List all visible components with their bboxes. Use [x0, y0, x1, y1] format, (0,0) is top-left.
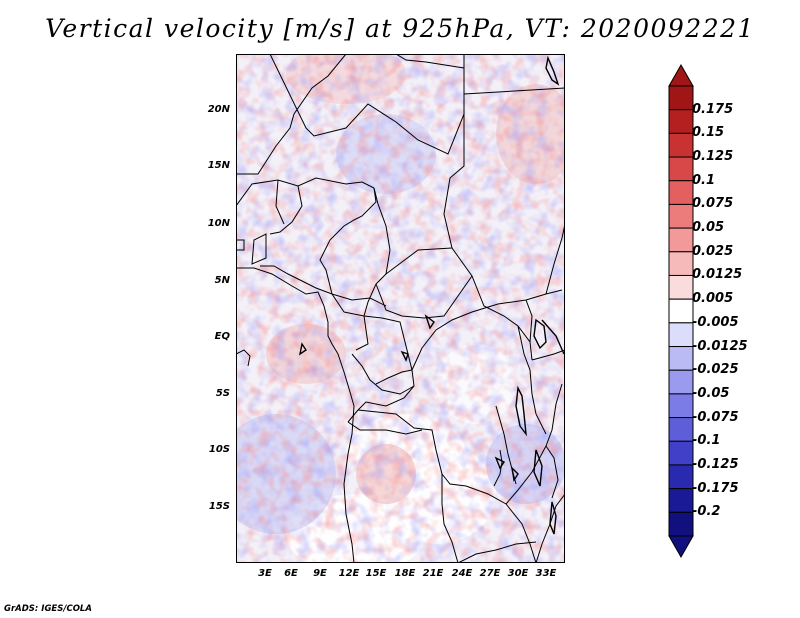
colorbar-swatch [668, 156, 694, 182]
colorbar-tick-label: 0.15 [692, 125, 725, 141]
colorbar-top-arrow [668, 63, 694, 87]
colorbar-swatch [668, 180, 694, 205]
colorbar-tick-label: 0.075 [692, 196, 734, 212]
latitude-label: 20N [207, 104, 230, 115]
colorbar-swatch [668, 109, 694, 134]
colorbar-swatch [668, 203, 694, 229]
colorbar-swatch [668, 464, 694, 490]
longitude-label: 27E [479, 568, 501, 579]
colorbar-tick-label: -0.075 [692, 409, 739, 425]
colorbar-tick-label: 0.125 [692, 149, 734, 165]
colorbar-swatch [668, 85, 694, 111]
colorbar-swatch [668, 298, 694, 324]
longitude-label: 18E [394, 568, 416, 579]
colorbar-swatch [668, 393, 694, 419]
longitude-label: 33E [535, 568, 557, 579]
colorbar-tick-label: -0.125 [692, 456, 739, 472]
longitude-label: 24E [451, 568, 473, 579]
upward-motion-texture [236, 54, 565, 563]
colorbar-tick-label: 0.05 [692, 220, 725, 236]
map-title: Vertical velocity [m/s] at 925hPa, VT: 2… [45, 14, 755, 43]
colorbar-tick-label: -0.1 [692, 433, 721, 449]
longitude-label: 6E [284, 568, 298, 579]
colorbar-swatch [668, 251, 694, 276]
colorbar-swatch [668, 511, 694, 537]
lake-outlines [298, 55, 565, 535]
longitude-label: 30E [507, 568, 529, 579]
latitude-label: 10N [207, 218, 230, 229]
latitude-label: 15N [207, 160, 230, 171]
colorbar [666, 63, 696, 563]
latitude-label: 5N [214, 275, 230, 286]
map-panel [236, 54, 565, 563]
longitude-label: 21E [422, 568, 444, 579]
latitude-label: 5S [215, 388, 230, 399]
colorbar-tick-label: -0.025 [692, 362, 739, 378]
colorbar-swatch [668, 488, 694, 513]
latitude-label: 10S [208, 444, 230, 455]
colorbar-tick-label: 0.0125 [692, 267, 743, 283]
longitude-label: 15E [365, 568, 387, 579]
country-borders [236, 54, 565, 563]
colorbar-swatches [668, 63, 694, 559]
colorbar-swatch [668, 440, 694, 466]
longitude-label: 12E [338, 568, 360, 579]
velocity-field-map [236, 54, 565, 563]
colorbar-swatch [668, 369, 694, 395]
colorbar-tick-label: 0.005 [692, 291, 734, 307]
longitude-label: 9E [313, 568, 327, 579]
colorbar-swatch [668, 346, 694, 371]
longitude-label: 3E [258, 568, 272, 579]
grads-credit: GrADS: IGES/COLA [4, 604, 92, 614]
map-frame [236, 54, 565, 563]
colorbar-tick-label: -0.0125 [692, 338, 748, 354]
colorbar-tick-label: -0.2 [692, 504, 721, 520]
colorbar-swatch [668, 227, 694, 253]
colorbar-tick-label: 0.1 [692, 172, 716, 188]
colorbar-swatch [668, 132, 694, 158]
colorbar-tick-label: 0.025 [692, 243, 734, 259]
colorbar-swatch [668, 417, 694, 442]
colorbar-tick-label: -0.005 [692, 314, 739, 330]
colorbar-swatch [668, 274, 694, 300]
colorbar-bottom-arrow [668, 535, 694, 559]
colorbar-tick-label: -0.05 [692, 385, 730, 401]
latitude-label: 15S [208, 501, 230, 512]
colorbar-tick-label: 0.175 [692, 101, 734, 117]
colorbar-tick-label: -0.175 [692, 480, 739, 496]
colorbar-swatch [668, 322, 694, 348]
latitude-label: EQ [214, 331, 230, 342]
